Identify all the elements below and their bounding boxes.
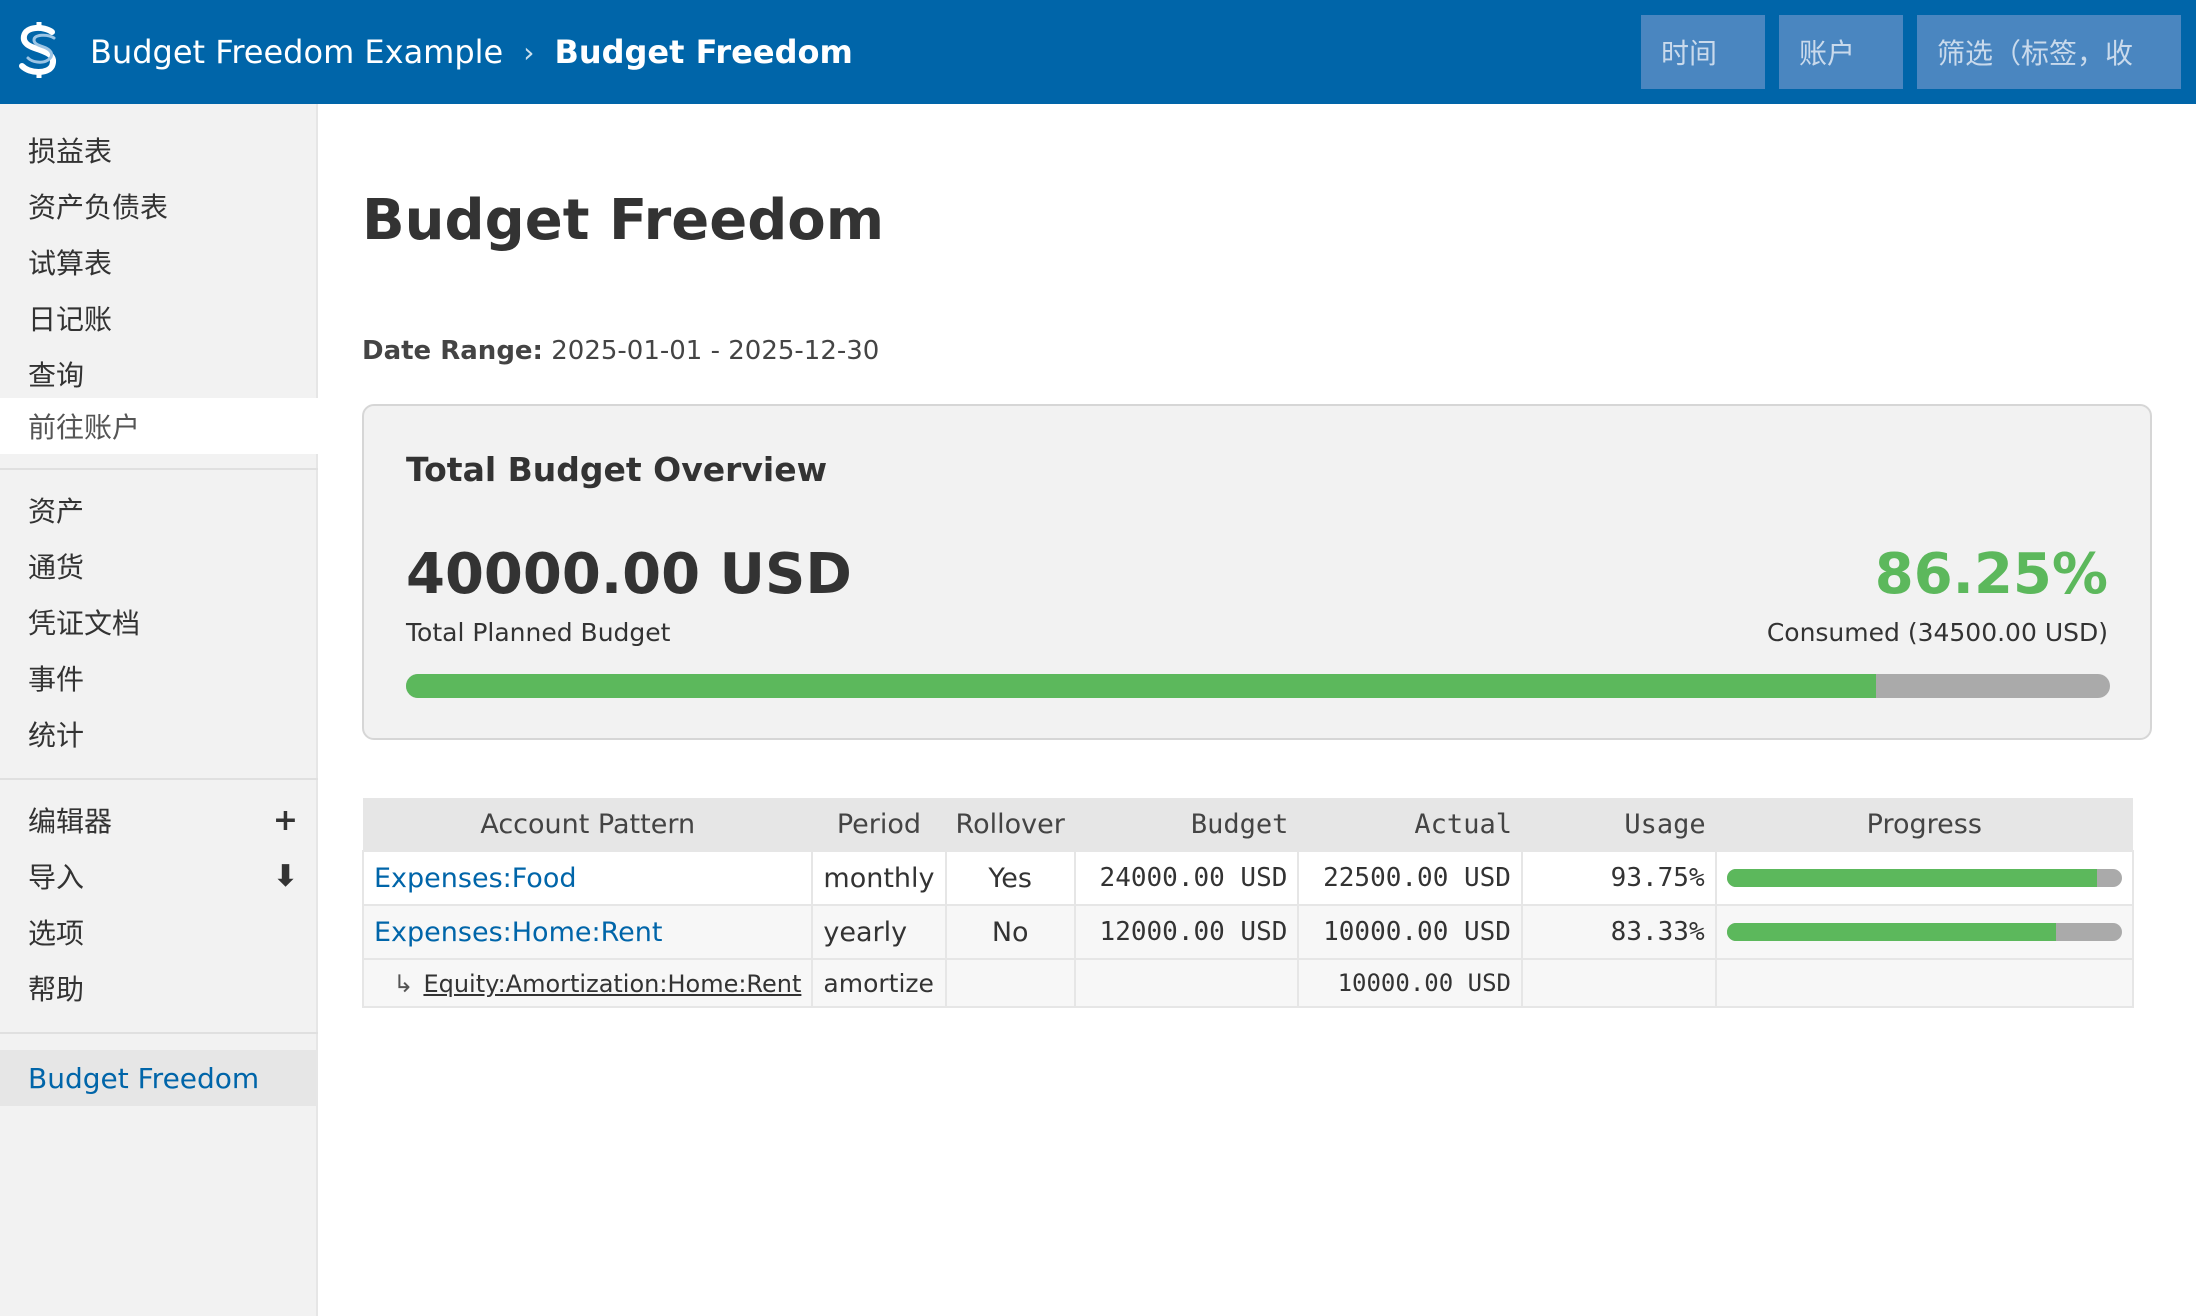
actual-cell: 22500.00 USD [1297,850,1523,906]
budget-overview-card: Total Budget Overview 40000.00 USD Total… [362,404,2152,740]
sidebar: 损益表 资产负债表 试算表 日记账 查询 前往账户 资产 通货 凭证文档 事件 … [0,104,318,1316]
sidebar-item-help[interactable]: 帮助 [28,973,85,1006]
budget-table: Account Pattern Period Rollover Budget A… [361,798,2135,1008]
col-header-progress[interactable]: Progress [1715,798,2133,851]
sidebar-item-query[interactable]: 查询 [28,359,85,392]
sidebar-item-import[interactable]: 导入 ⬇ [0,848,318,904]
period-cell: monthly [811,850,947,906]
usage-cell: 83.33% [1520,904,1717,960]
sidebar-item-label: 编辑器 [28,805,113,838]
page-title: Budget Freedom [362,188,885,253]
col-header-account[interactable]: Account Pattern [363,798,813,851]
actual-cell: 10000.00 USD [1297,904,1523,960]
consumed-amount: Consumed (34500.00 USD) [1766,618,2108,647]
sidebar-divider [0,468,318,470]
sub-account-link[interactable]: Equity:Amortization:Home:Rent [423,969,802,998]
progress-cell [1714,958,2135,1008]
sidebar-divider [0,778,318,780]
table-header-row: Account Pattern Period Rollover Budget A… [363,798,2133,851]
sidebar-item-currencies[interactable]: 通货 [28,551,85,584]
table-row: Expenses:Food monthly Yes 24000.00 USD 2… [361,850,2135,906]
sidebar-item-label: 导入 [28,861,85,894]
sidebar-item-go-to-account[interactable]: 前往账户 [0,398,318,454]
row-progress-bar [1726,869,2122,887]
sidebar-item-trial-balance[interactable]: 试算表 [28,247,113,280]
account-link[interactable]: Expenses:Food [374,862,577,894]
rollover-cell [944,958,1076,1008]
sidebar-item-budget-freedom[interactable]: Budget Freedom [0,1050,318,1106]
time-filter-input[interactable]: 时间 [1641,15,1765,89]
fava-logo-icon[interactable] [14,22,64,78]
account-cell: Expenses:Home:Rent [361,904,814,960]
col-header-usage[interactable]: Usage [1521,798,1716,851]
sidebar-item-balance-sheet[interactable]: 资产负债表 [28,191,169,224]
breadcrumb: Budget Freedom Example › Budget Freedom [90,0,853,104]
usage-cell: 93.75% [1520,850,1717,906]
rollover-cell: Yes [944,850,1076,906]
overview-title: Total Budget Overview [406,450,828,489]
account-link[interactable]: Expenses:Home:Rent [374,916,663,948]
rollover-cell: No [944,904,1076,960]
sub-account-cell: ↳ Equity:Amortization:Home:Rent [361,958,814,1008]
sidebar-item-editor[interactable]: 编辑器 + [0,792,318,848]
date-range-value: 2025-01-01 - 2025-12-30 [551,336,880,366]
top-header: Budget Freedom Example › Budget Freedom … [0,0,2196,104]
sidebar-item-income-statement[interactable]: 损益表 [28,135,113,168]
usage-cell [1520,958,1717,1008]
actual-cell: 10000.00 USD [1297,958,1523,1008]
col-header-budget[interactable]: Budget [1074,798,1299,851]
period-cell: amortize [811,958,947,1008]
date-range: Date Range: 2025-01-01 - 2025-12-30 [362,336,879,366]
progress-cell [1714,850,2135,906]
date-range-label: Date Range: [362,336,543,366]
budget-cell: 24000.00 USD [1073,850,1300,906]
sidebar-item-statistics[interactable]: 统计 [28,719,85,752]
progress-cell [1714,904,2135,960]
col-header-rollover[interactable]: Rollover [945,798,1075,851]
budget-cell: 12000.00 USD [1073,904,1300,960]
sidebar-item-commodities[interactable]: 资产 [28,495,85,528]
plus-icon[interactable]: + [272,802,298,838]
account-filter-input[interactable]: 账户 [1779,15,1903,89]
overview-progress-bar [406,674,2110,698]
breadcrumb-separator: › [523,35,535,69]
tag-filter-input[interactable]: 筛选（标签，收 [1917,15,2181,89]
col-header-period[interactable]: Period [812,798,946,851]
row-progress-fill [1726,923,2057,941]
sidebar-item-journal[interactable]: 日记账 [28,303,113,336]
total-planned-label: Total Planned Budget [406,618,671,647]
sub-arrow-icon: ↳ [393,969,414,998]
row-progress-bar [1726,923,2122,941]
sidebar-divider [0,1032,318,1034]
period-cell: yearly [811,904,947,960]
budget-cell [1073,958,1300,1008]
table-subrow: ↳ Equity:Amortization:Home:Rent amortize … [361,958,2135,1008]
consumed-percent: 86.25% [1874,542,2108,607]
account-cell: Expenses:Food [361,850,814,906]
col-header-actual[interactable]: Actual [1298,798,1522,851]
table-row: Expenses:Home:Rent yearly No 12000.00 US… [361,904,2135,960]
row-progress-fill [1726,869,2098,887]
sidebar-item-events[interactable]: 事件 [28,663,85,696]
breadcrumb-current[interactable]: Budget Freedom [554,33,853,71]
download-icon[interactable]: ⬇ [272,858,298,894]
breadcrumb-root[interactable]: Budget Freedom Example [90,33,504,71]
sidebar-item-documents[interactable]: 凭证文档 [28,607,141,640]
overview-progress-fill [406,674,1876,698]
sidebar-item-options[interactable]: 选项 [28,917,85,950]
total-planned-amount: 40000.00 USD [406,542,852,607]
